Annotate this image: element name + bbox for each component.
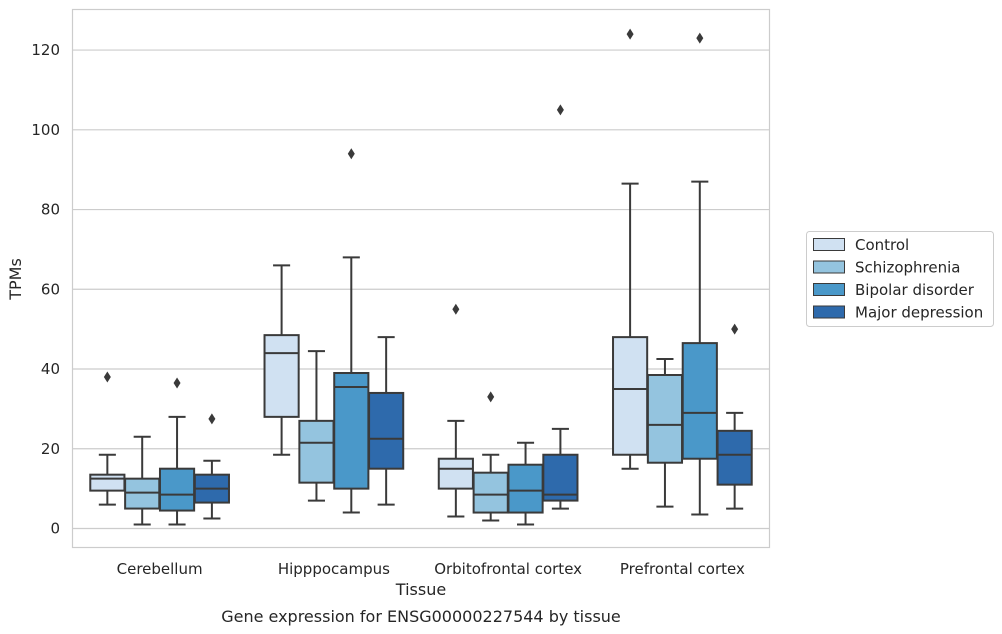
y-tick-label: 20 (41, 440, 60, 458)
box-bipolar-disorder (333, 148, 370, 514)
outlier-marker (452, 303, 460, 315)
box-iqr (158, 467, 196, 512)
outlier-marker (103, 371, 111, 383)
x-tick-label: Prefrontal cortex (620, 560, 745, 578)
y-axis-label: TPMs (6, 258, 25, 301)
legend-label: Bipolar disorder (855, 281, 975, 299)
x-tick-label: Hipppocampus (278, 560, 390, 578)
legend: Control Schizophrenia Bipolar disorder Majo… (806, 231, 994, 327)
box-iqr (542, 453, 579, 502)
legend-swatch (813, 305, 845, 319)
outlier-marker (696, 32, 704, 44)
legend-label: Control (855, 236, 909, 254)
y-tick-label: 40 (41, 360, 60, 378)
x-tick-label: Orbitofrontal cortex (434, 560, 582, 578)
box-bipolar-disorder (158, 377, 196, 526)
box-iqr (472, 471, 509, 514)
boxes (89, 28, 753, 526)
box-iqr (89, 473, 126, 492)
y-tick-label: 120 (31, 41, 60, 59)
outlier-marker (626, 28, 634, 40)
x-axis-label: Tissue (395, 580, 446, 599)
gridlines (72, 49, 770, 530)
y-tick-label: 60 (41, 280, 60, 298)
box-iqr (612, 336, 649, 456)
box-control (612, 28, 649, 470)
box-control (89, 371, 126, 506)
plot-area-frame (71, 8, 771, 549)
box-iqr (263, 334, 300, 418)
box-iqr (333, 372, 370, 490)
box-schizophrenia (646, 358, 684, 508)
legend-label: Major depression (855, 304, 983, 322)
box-bipolar-disorder (507, 441, 544, 526)
box-control (437, 303, 474, 518)
box-major-depression (716, 323, 753, 510)
y-tick-label: 0 (50, 520, 60, 538)
outlier-marker (208, 413, 216, 425)
box-schizophrenia (124, 435, 161, 526)
box-schizophrenia (298, 350, 335, 502)
box-major-depression (193, 413, 230, 520)
outlier-marker (347, 148, 355, 160)
box-iqr (646, 374, 684, 464)
outlier-marker (731, 323, 739, 335)
box-iqr (368, 391, 405, 470)
outlier-marker (487, 391, 495, 403)
legend-items: Control Schizophrenia Bipolar disorder Majo… (813, 236, 983, 322)
box-bipolar-disorder (681, 32, 718, 516)
box-iqr (507, 463, 544, 514)
legend-label: Schizophrenia (855, 259, 960, 277)
box-major-depression (368, 336, 405, 506)
legend-swatch (813, 238, 845, 251)
legend-frame (806, 231, 994, 327)
box-major-depression (542, 104, 579, 510)
y-tick-label: 80 (41, 201, 60, 219)
outlier-marker (556, 104, 564, 116)
box-iqr (716, 429, 753, 486)
legend-swatch (813, 283, 845, 296)
legend-swatch (813, 260, 845, 274)
x-tick-labels: Cerebellum Hipppocampus Orbitofrontal cort… (117, 560, 745, 578)
outlier-marker (173, 377, 181, 389)
x-tick-label: Cerebellum (117, 560, 203, 578)
box-schizophrenia (472, 391, 509, 522)
y-tick-label: 100 (31, 121, 60, 139)
y-tick-labels: 0 20 40 60 80 100 120 (31, 41, 60, 537)
box-iqr (437, 457, 474, 490)
box-control (263, 264, 300, 456)
chart-caption: Gene expression for ENSG00000227544 by t… (221, 607, 621, 626)
box-iqr (681, 342, 718, 460)
box-iqr (298, 419, 335, 484)
